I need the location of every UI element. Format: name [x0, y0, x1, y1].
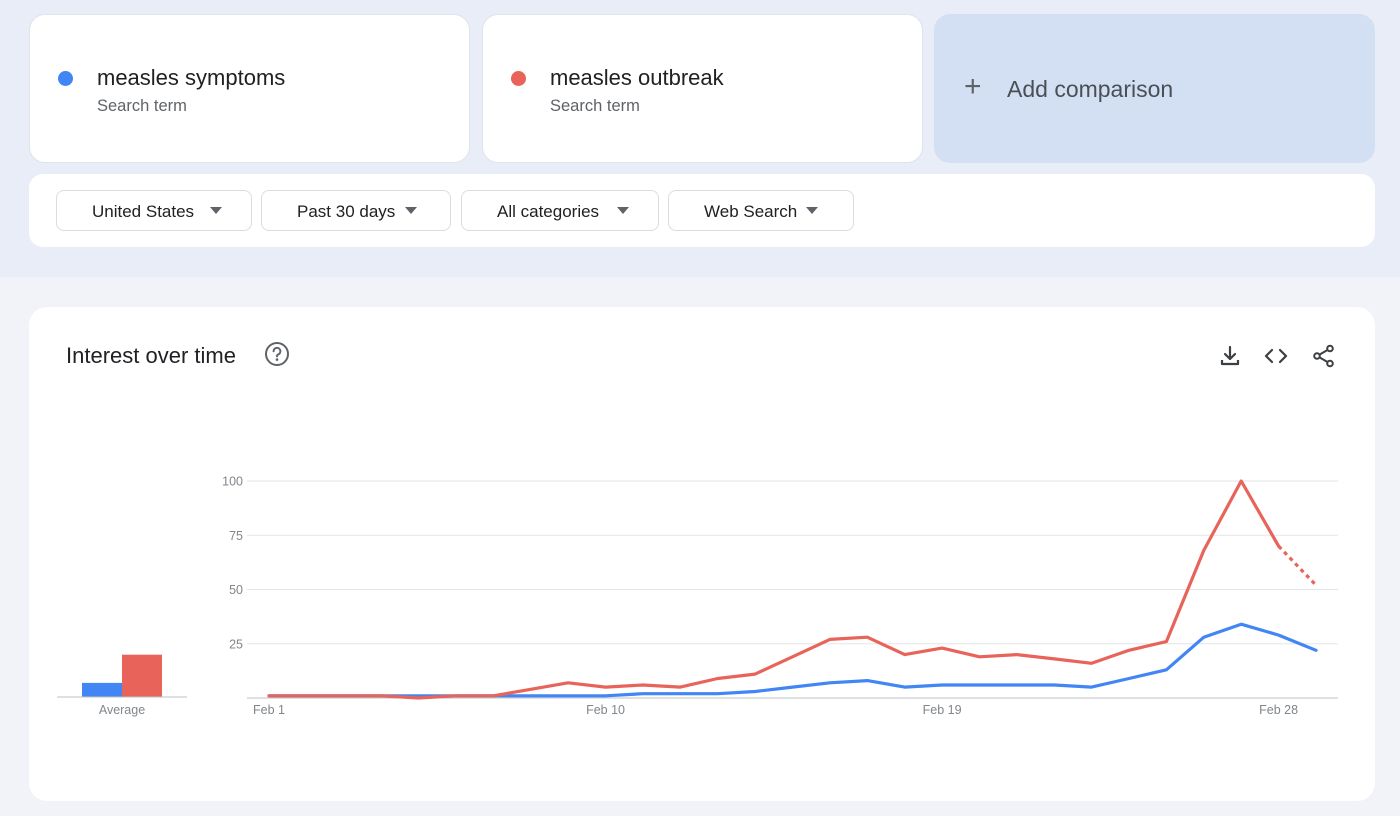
time-range-dropdown[interactable]: Past 30 days [261, 190, 451, 231]
series-line-measles-symptoms [267, 622, 1318, 698]
y-tick-label-50: 50 [229, 583, 243, 597]
help-icon[interactable] [264, 341, 290, 367]
series-line-measles-outbreak [267, 479, 1281, 700]
chevron-down-icon [210, 207, 222, 214]
average-bar-measles-outbreak [122, 654, 162, 697]
x-tick-label: Feb 28 [1259, 703, 1298, 717]
interest-over-time-card: Interest over time 25 50 75 100 Feb 1 Feb 10 F… [29, 307, 1375, 801]
chevron-down-icon [617, 207, 629, 214]
x-tick-label: Feb 10 [586, 703, 625, 717]
average-label: Average [99, 703, 145, 717]
category-dropdown[interactable]: All categories [461, 190, 659, 231]
y-tick-label-100: 100 [222, 475, 243, 489]
term-card-measles-symptoms[interactable]: measles symptoms Search term [29, 14, 470, 163]
add-comparison-button[interactable]: + Add comparison [934, 14, 1375, 163]
share-icon[interactable] [1311, 343, 1337, 369]
term-card-measles-outbreak[interactable]: measles outbreak Search term [482, 14, 923, 163]
filter-bar: United States Past 30 days All categorie… [29, 174, 1375, 247]
search-type-dropdown[interactable]: Web Search [668, 190, 854, 231]
series-color-dot-blue [58, 71, 73, 86]
series-line-partial-measles-outbreak [1277, 544, 1318, 587]
region-dropdown[interactable]: United States [56, 190, 252, 231]
time-range-dropdown-label: Past 30 days [297, 202, 396, 221]
term-label[interactable]: measles symptoms [97, 65, 286, 90]
chevron-down-icon [806, 207, 818, 214]
term-type-label: Search term [550, 97, 640, 115]
add-comparison-label: Add comparison [1007, 76, 1174, 102]
region-dropdown-label: United States [92, 202, 195, 221]
chevron-down-icon [405, 207, 417, 214]
series-color-dot-red [511, 71, 526, 86]
x-tick-label: Feb 19 [923, 703, 962, 717]
x-tick-label: Feb 1 [253, 703, 285, 717]
interest-line-chart: 25 50 75 100 Feb 1 Feb 10 Feb 19 Feb 28 Average [57, 475, 1338, 717]
y-tick-label-25: 25 [229, 637, 243, 651]
y-tick-label-75: 75 [229, 529, 243, 543]
plus-icon: + [964, 70, 982, 103]
search-type-dropdown-label: Web Search [704, 202, 798, 221]
embed-icon[interactable] [1263, 343, 1289, 369]
term-label[interactable]: measles outbreak [550, 65, 724, 90]
term-type-label: Search term [97, 97, 187, 115]
category-dropdown-label: All categories [497, 202, 600, 221]
average-bar-measles-symptoms [82, 682, 122, 697]
chart-title: Interest over time [66, 343, 236, 368]
download-icon[interactable] [1217, 343, 1243, 369]
